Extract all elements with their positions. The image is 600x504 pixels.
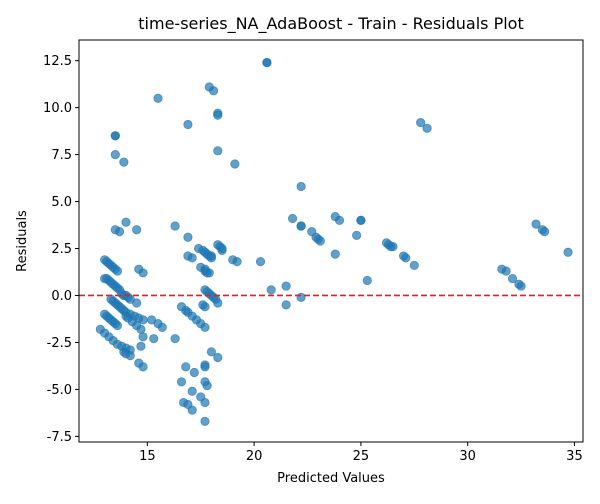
data-point [170,334,180,344]
data-point [409,260,419,271]
data-point [281,300,291,310]
data-point [136,341,146,351]
data-point [138,332,148,342]
data-point [563,247,573,257]
data-point [213,110,223,120]
data-point [200,302,210,312]
data-point [330,249,340,259]
y-tick-label: -5.0 [47,383,72,398]
axes-layer [78,39,584,443]
data-point [501,266,511,276]
x-tick-label: 15 [139,449,156,464]
data-point [153,93,163,103]
data-point [352,230,362,240]
data-point [132,298,142,308]
data-point [110,131,120,141]
data-point [149,334,159,344]
data-point [416,118,426,128]
data-point [204,268,214,278]
data-point [119,157,129,167]
data-point [507,273,518,284]
x-axis-label: Predicted Values [277,471,385,486]
data-point [213,298,223,308]
data-point [516,281,526,291]
data-point [315,236,325,246]
x-tick-label: 25 [353,449,370,464]
data-point [110,149,120,160]
data-point [183,119,193,130]
data-point [132,225,142,235]
data-point [189,367,199,378]
data-point [230,159,240,169]
data-point [206,253,217,263]
data-point [187,253,197,263]
data-point [176,377,187,387]
data-point [217,245,227,255]
data-point [356,215,366,225]
data-point [208,86,219,96]
data-point [114,227,125,237]
data-point [531,219,541,229]
data-point [255,257,266,267]
data-point [202,381,212,391]
ticks-layer: 15 20 25 30 35 -7.5 -5.0 -2.5 0.0 2.5 5.0 7.5 10.0 12… [43,54,583,464]
y-tick-label: -7.5 [47,430,72,445]
points-layer [95,57,573,426]
data-point [262,57,272,68]
data-point [112,320,123,331]
data-point [138,268,148,278]
data-point [200,322,210,333]
data-point [200,397,210,408]
data-point [183,232,193,242]
data-point [213,352,223,363]
data-point [125,350,135,361]
data-point [170,221,180,231]
y-tick-label: 10.0 [43,101,72,116]
data-point [232,257,242,267]
data-point [112,266,123,276]
data-point [388,242,398,252]
data-point [287,213,298,224]
y-tick-label: -2.5 [47,336,72,351]
y-tick-label: 7.5 [51,148,72,163]
data-point [422,123,432,133]
data-point [200,416,210,426]
data-point [296,181,306,192]
y-axis-label: Residuals [15,210,30,272]
data-point [136,324,146,334]
data-point [187,386,197,396]
data-point [281,281,291,291]
data-point [187,405,197,415]
data-point [121,217,131,227]
data-point [138,362,148,372]
data-point [334,215,345,225]
data-point [401,253,411,263]
plot-frame [78,39,584,443]
y-tick-label: 5.0 [51,195,72,210]
x-tick-label: 35 [566,449,583,464]
data-point [266,285,276,295]
data-point [181,362,191,372]
data-point [296,292,306,302]
data-point [539,227,550,237]
data-point [157,322,167,333]
y-tick-label: 2.5 [51,242,72,257]
data-point [213,146,223,156]
data-point [206,347,217,357]
y-tick-label: 12.5 [43,54,72,69]
x-tick-label: 30 [459,449,476,464]
data-point [296,221,306,231]
y-tick-label: 0.0 [51,289,72,304]
data-point [362,275,372,286]
chart-title: time-series_NA_AdaBoost - Train - Residu… [138,14,523,34]
data-point [200,362,210,372]
x-tick-label: 20 [246,449,263,464]
